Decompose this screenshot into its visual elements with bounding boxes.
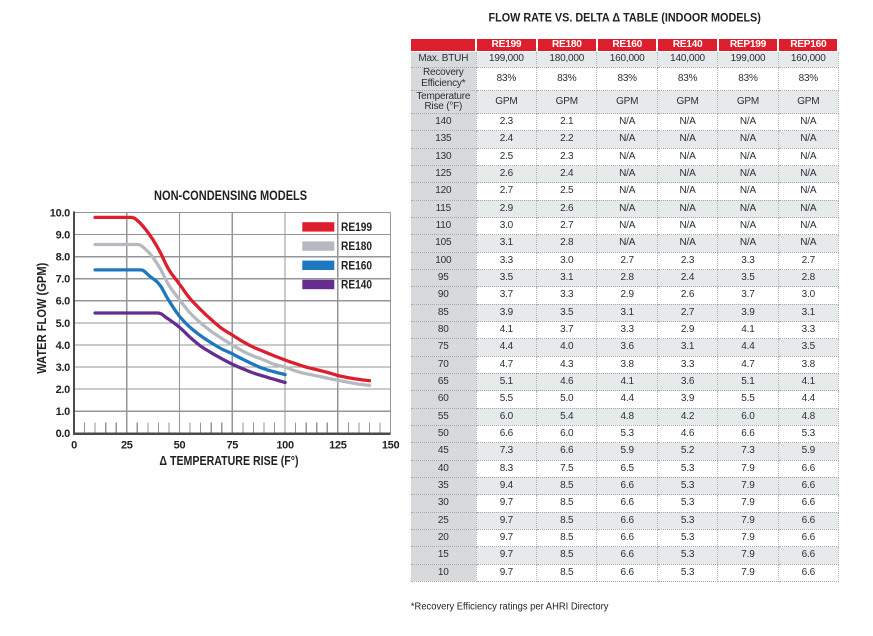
svg-text:2.0: 2.0	[56, 384, 71, 396]
svg-text:100: 100	[276, 440, 294, 452]
svg-text:150: 150	[382, 440, 400, 452]
svg-text:6.0: 6.0	[56, 296, 71, 308]
svg-text:75: 75	[226, 440, 238, 452]
svg-text:Δ TEMPERATURE RISE (F°): Δ TEMPERATURE RISE (F°)	[159, 454, 298, 468]
svg-text:25: 25	[121, 440, 133, 452]
svg-text:WATER FLOW (GPM): WATER FLOW (GPM)	[35, 263, 49, 374]
svg-text:10.0: 10.0	[50, 207, 70, 219]
svg-text:0.0: 0.0	[56, 428, 71, 440]
svg-text:RE140: RE140	[341, 280, 372, 292]
svg-text:*Recovery Efficiency ratings p: *Recovery Efficiency ratings per AHRI Di…	[411, 601, 609, 612]
svg-text:5.0: 5.0	[56, 318, 71, 330]
svg-text:NON-CONDENSING MODELS: NON-CONDENSING MODELS	[154, 187, 307, 203]
svg-text:1.0: 1.0	[56, 406, 71, 418]
svg-text:8.0: 8.0	[56, 252, 71, 264]
svg-text:125: 125	[329, 440, 347, 452]
svg-text:FLOW RATE VS. DELTA Δ TABLE (I: FLOW RATE VS. DELTA Δ TABLE (INDOOR MODE…	[489, 12, 761, 25]
svg-text:3.0: 3.0	[56, 362, 71, 374]
svg-text:50: 50	[174, 440, 186, 452]
svg-text:RE180: RE180	[341, 241, 372, 253]
svg-text:RE160: RE160	[341, 260, 372, 272]
svg-text:4.0: 4.0	[56, 340, 71, 352]
svg-text:9.0: 9.0	[56, 230, 71, 242]
svg-text:0: 0	[71, 440, 77, 452]
svg-text:RE199: RE199	[341, 222, 372, 234]
svg-text:7.0: 7.0	[56, 274, 71, 286]
